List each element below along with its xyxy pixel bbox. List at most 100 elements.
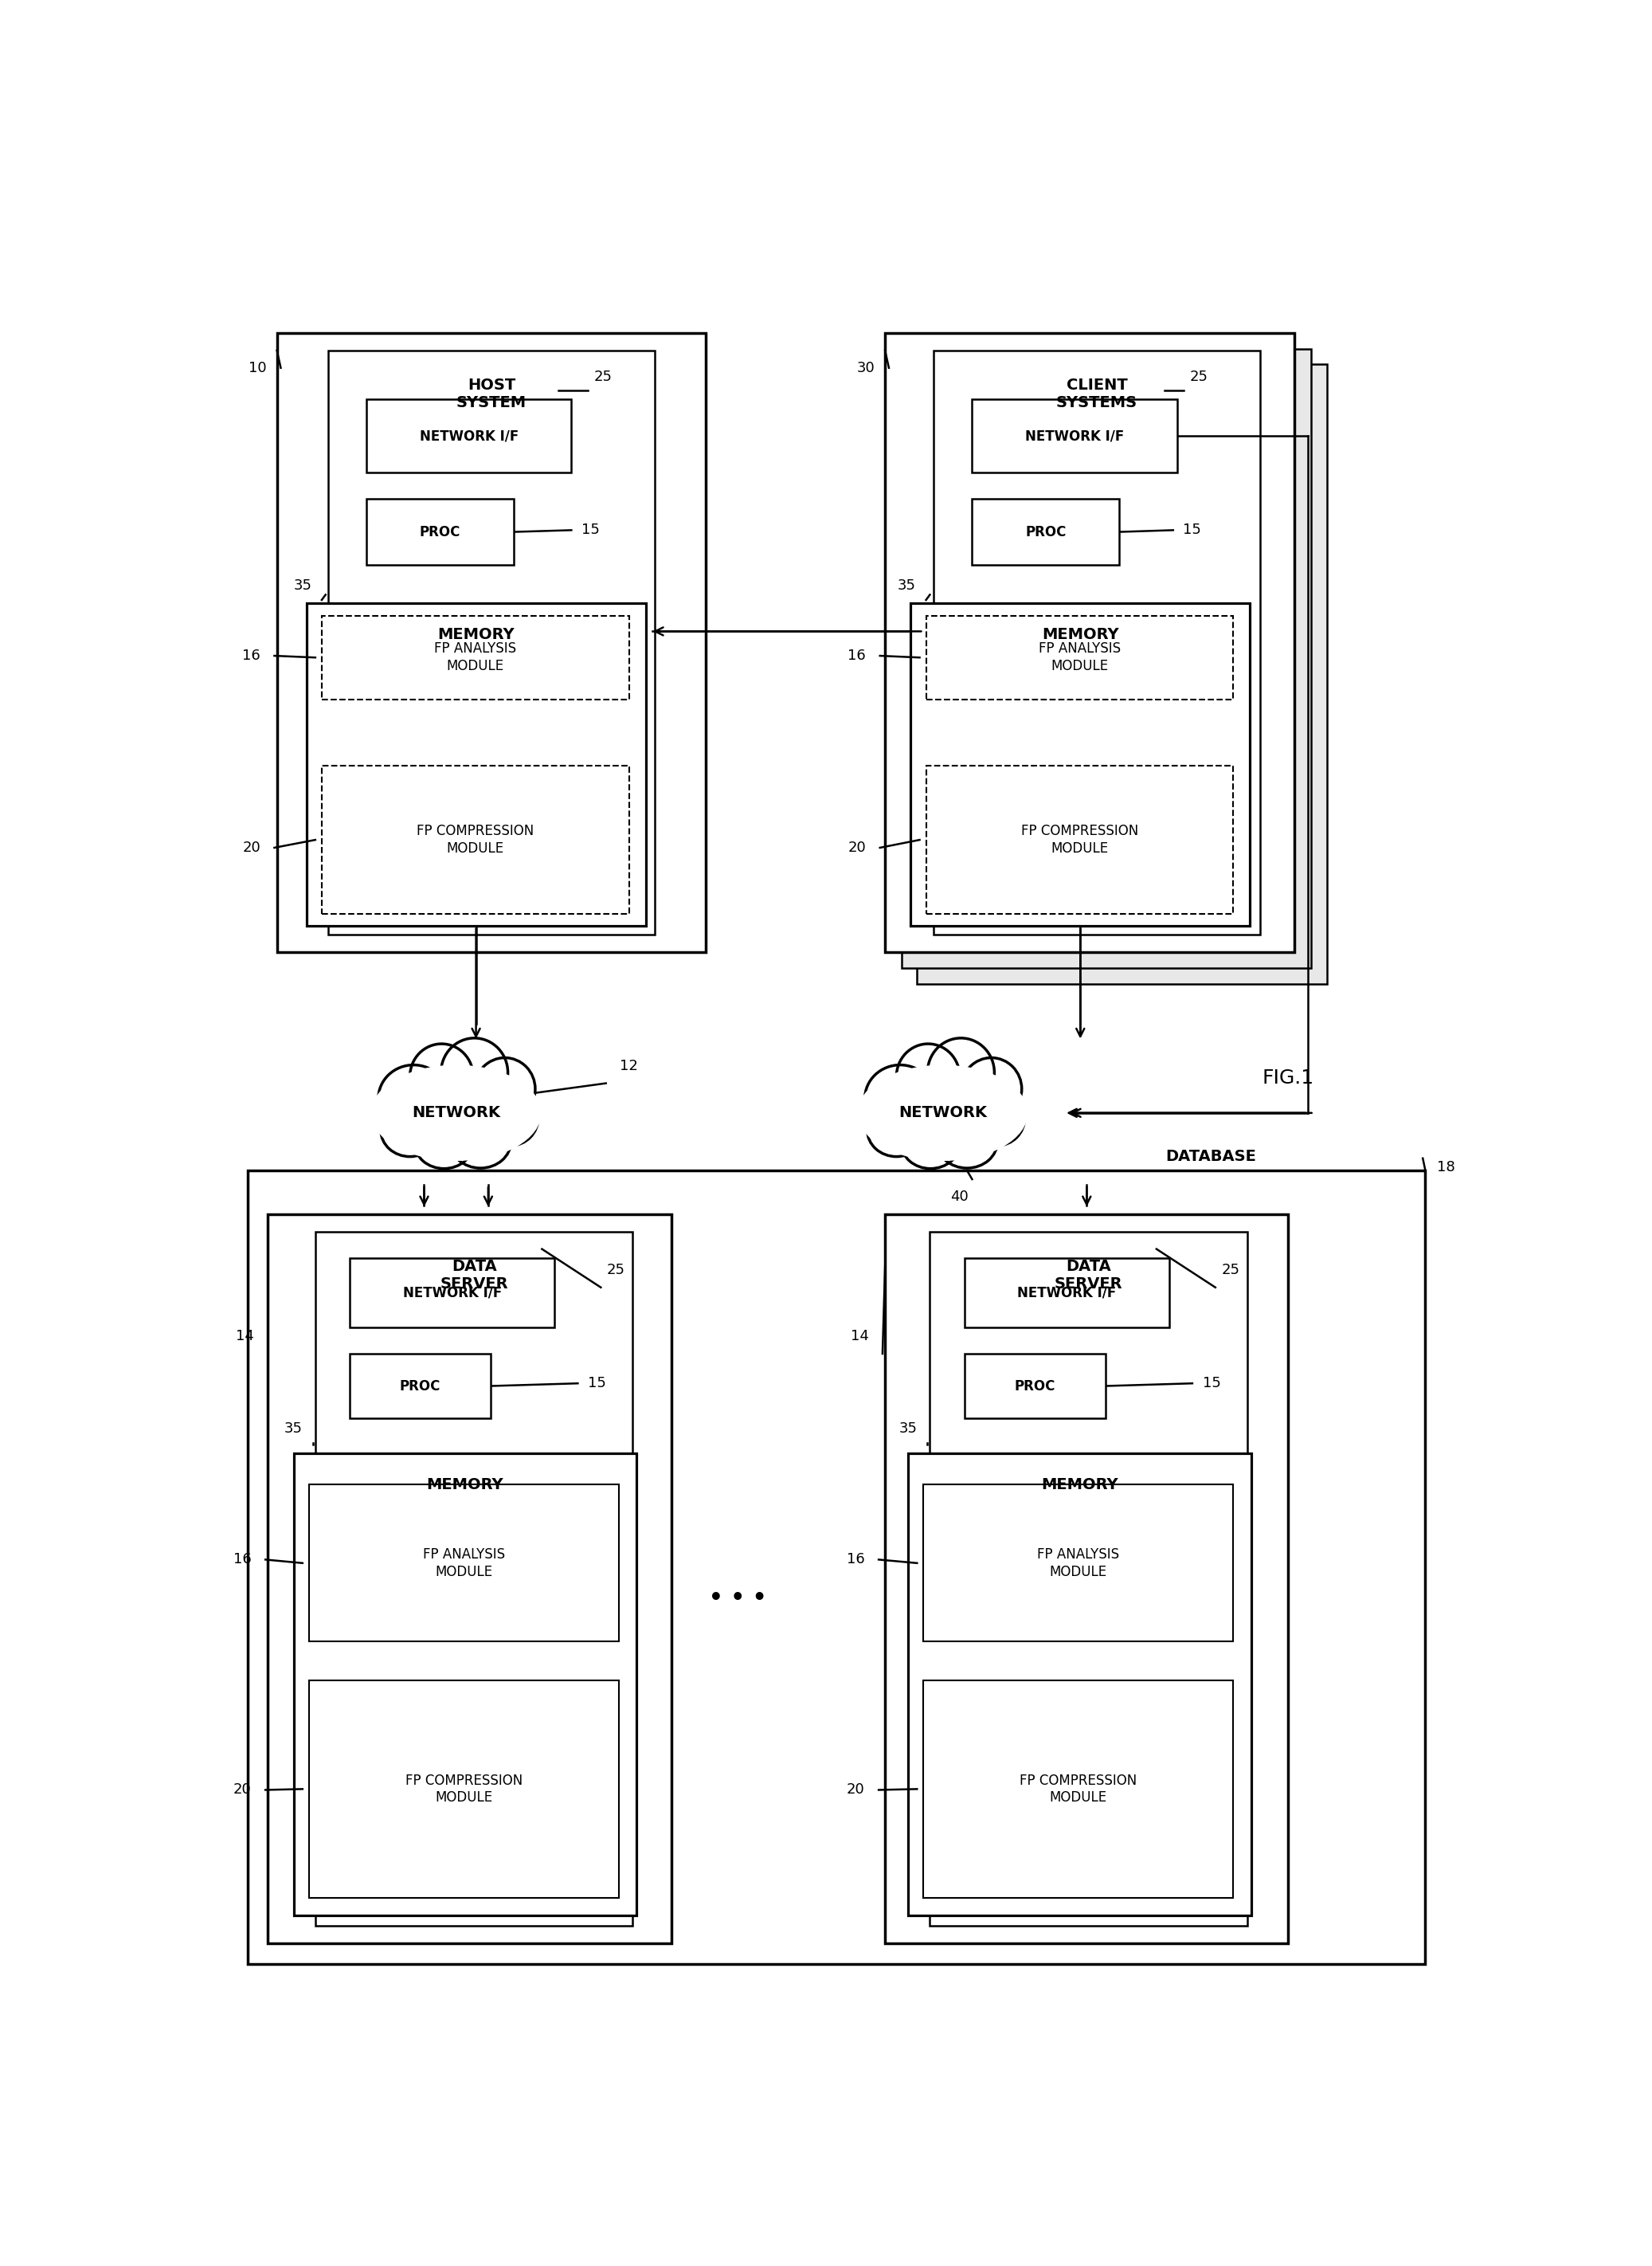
Bar	[933, 351, 1260, 936]
Text: 15: 15	[1183, 523, 1201, 537]
Text: 16: 16	[847, 648, 866, 664]
Text: 10: 10	[249, 360, 266, 376]
Bar	[910, 603, 1251, 927]
Bar	[322, 616, 629, 700]
Ellipse shape	[867, 1104, 925, 1156]
Ellipse shape	[484, 1090, 539, 1147]
Bar	[927, 766, 1234, 913]
Text: MEMORY: MEMORY	[438, 628, 514, 644]
Text: 20: 20	[846, 1783, 864, 1797]
Text: NETWORK: NETWORK	[899, 1106, 986, 1119]
Text: 14: 14	[236, 1330, 254, 1344]
Text: 14: 14	[851, 1330, 869, 1344]
Text: FP ANALYSIS
MODULE: FP ANALYSIS MODULE	[1037, 1548, 1120, 1579]
Text: NETWORK I/F: NETWORK I/F	[403, 1285, 502, 1301]
Ellipse shape	[927, 1038, 995, 1108]
Text: 18: 18	[1437, 1160, 1455, 1174]
Text: CLIENT
SYSTEMS: CLIENT SYSTEMS	[1056, 378, 1138, 410]
Text: 15: 15	[582, 523, 600, 537]
Text: FP ANALYSIS
MODULE: FP ANALYSIS MODULE	[1039, 641, 1120, 673]
Bar	[309, 1679, 620, 1899]
Text: NETWORK I/F: NETWORK I/F	[420, 428, 519, 444]
Text: 35: 35	[897, 578, 915, 594]
Text: 25: 25	[1221, 1262, 1241, 1278]
Bar	[885, 1215, 1289, 1944]
Bar	[294, 1453, 636, 1915]
Bar	[306, 603, 646, 927]
Text: NETWORK: NETWORK	[411, 1106, 501, 1119]
Text: 25: 25	[595, 369, 613, 383]
Text: 12: 12	[620, 1058, 638, 1074]
Ellipse shape	[415, 1119, 472, 1169]
Bar	[965, 1258, 1170, 1328]
Text: 20: 20	[243, 841, 261, 854]
Bar	[971, 399, 1176, 474]
Ellipse shape	[866, 1065, 935, 1133]
Bar	[316, 1233, 633, 1926]
Bar	[350, 1353, 491, 1419]
Text: FP COMPRESSION
MODULE: FP COMPRESSION MODULE	[405, 1774, 522, 1804]
Text: MEMORY: MEMORY	[426, 1477, 504, 1491]
Bar	[927, 616, 1234, 700]
Text: MEMORY: MEMORY	[1041, 1477, 1118, 1491]
Text: 35: 35	[899, 1421, 917, 1437]
Text: 35: 35	[284, 1421, 302, 1437]
Text: FP COMPRESSION
MODULE: FP COMPRESSION MODULE	[416, 825, 534, 857]
Bar	[322, 766, 629, 913]
Bar	[971, 499, 1120, 564]
Text: DATA
SERVER: DATA SERVER	[439, 1258, 509, 1292]
Ellipse shape	[857, 1065, 1028, 1160]
Ellipse shape	[897, 1045, 960, 1108]
Bar	[909, 1453, 1251, 1915]
Text: DATA
SERVER: DATA SERVER	[1054, 1258, 1123, 1292]
Text: FP ANALYSIS
MODULE: FP ANALYSIS MODULE	[423, 1548, 506, 1579]
Bar	[367, 399, 572, 474]
Text: 25: 25	[606, 1262, 626, 1278]
Bar	[917, 365, 1327, 983]
Text: 40: 40	[950, 1190, 968, 1203]
Ellipse shape	[970, 1090, 1024, 1147]
Bar	[329, 351, 654, 936]
Text: • • •: • • •	[709, 1586, 767, 1609]
Text: 15: 15	[1203, 1375, 1221, 1391]
Ellipse shape	[961, 1058, 1021, 1119]
Bar	[268, 1215, 671, 1944]
Text: 35: 35	[294, 578, 312, 594]
Ellipse shape	[902, 1119, 960, 1169]
Text: 16: 16	[243, 648, 261, 664]
Text: NETWORK I/F: NETWORK I/F	[1024, 428, 1123, 444]
Text: PROC: PROC	[400, 1378, 441, 1394]
Bar	[278, 333, 705, 952]
Bar	[350, 1258, 555, 1328]
Text: NETWORK I/F: NETWORK I/F	[1018, 1285, 1117, 1301]
Ellipse shape	[937, 1115, 998, 1167]
Text: 20: 20	[847, 841, 866, 854]
Text: 15: 15	[588, 1375, 606, 1391]
Text: FP COMPRESSION
MODULE: FP COMPRESSION MODULE	[1019, 1774, 1137, 1804]
Text: 20: 20	[233, 1783, 251, 1797]
Ellipse shape	[372, 1065, 542, 1160]
Text: PROC: PROC	[1026, 526, 1066, 539]
Ellipse shape	[449, 1115, 510, 1167]
Bar	[923, 1679, 1234, 1899]
Bar	[248, 1172, 1426, 1965]
Bar	[885, 333, 1295, 952]
Text: 25: 25	[1189, 369, 1208, 383]
Text: 16: 16	[233, 1552, 251, 1566]
Bar	[309, 1484, 620, 1641]
Text: FP COMPRESSION
MODULE: FP COMPRESSION MODULE	[1021, 825, 1138, 857]
Ellipse shape	[474, 1058, 535, 1119]
Ellipse shape	[378, 1065, 449, 1133]
Bar	[902, 349, 1312, 968]
Bar	[965, 1353, 1105, 1419]
Text: FP ANALYSIS
MODULE: FP ANALYSIS MODULE	[434, 641, 517, 673]
Ellipse shape	[441, 1038, 507, 1108]
Text: DATABASE: DATABASE	[1166, 1149, 1257, 1165]
Bar	[930, 1233, 1247, 1926]
Ellipse shape	[410, 1045, 472, 1108]
Text: HOST
SYSTEM: HOST SYSTEM	[456, 378, 527, 410]
Text: PROC: PROC	[1014, 1378, 1056, 1394]
Bar	[923, 1484, 1234, 1641]
Text: 30: 30	[857, 360, 876, 376]
Ellipse shape	[380, 1104, 439, 1156]
